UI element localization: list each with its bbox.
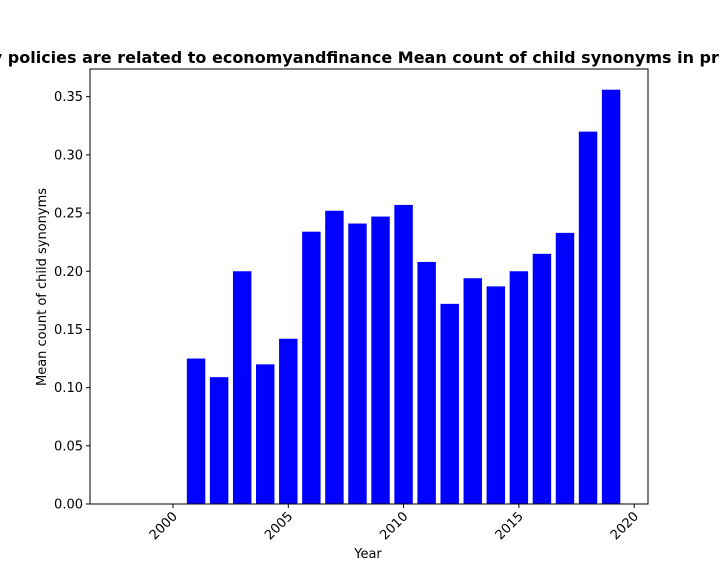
x-axis-label: Year xyxy=(353,547,382,562)
bar-2003 xyxy=(232,271,252,504)
bar-2006 xyxy=(302,231,321,504)
bar-2019 xyxy=(601,89,621,504)
bar-2001 xyxy=(186,358,206,504)
y-axis: 0.00 0.05 0.10 0.15 0.20 0.25 0.30 0.35 xyxy=(54,90,90,513)
bar-2007 xyxy=(325,210,344,504)
x-tick-label: 2000 xyxy=(147,509,181,543)
y-tick-label: 0.25 xyxy=(54,207,83,222)
bar-2015 xyxy=(509,271,529,504)
x-axis: 2000 2005 2010 2015 2020 xyxy=(147,504,642,543)
y-tick-label: 0.10 xyxy=(54,381,83,396)
bar-2013 xyxy=(463,278,482,504)
bar-2008 xyxy=(348,223,367,504)
bar-2016 xyxy=(532,253,552,504)
bar-2017 xyxy=(555,232,575,504)
plot-frame xyxy=(89,68,649,505)
y-tick-label: 0.15 xyxy=(54,323,83,338)
bars-group xyxy=(186,89,621,505)
y-tick-label: 0.00 xyxy=(54,498,83,513)
bar-2012 xyxy=(440,303,459,504)
y-tick-label: 0.30 xyxy=(54,148,83,163)
y-tick-label: 0.35 xyxy=(54,90,83,105)
y-tick-label: 0.05 xyxy=(54,439,83,454)
y-axis-label: Mean count of child synonyms xyxy=(35,188,50,386)
bar-2009 xyxy=(371,216,390,505)
bar-2005 xyxy=(279,338,298,504)
bar-2011 xyxy=(417,261,436,504)
x-tick-label: 2020 xyxy=(608,509,642,543)
x-tick-label: 2005 xyxy=(262,509,296,543)
y-tick-label: 0.20 xyxy=(54,265,83,280)
x-tick-label: 2015 xyxy=(493,509,527,543)
bar-2002 xyxy=(209,377,229,504)
chart-title: Percentage of privacy policies are relat… xyxy=(0,48,720,67)
bar-2010 xyxy=(394,204,413,504)
x-tick-label: 2010 xyxy=(377,509,411,543)
bar-2004 xyxy=(256,364,275,504)
bar-2018 xyxy=(578,131,598,505)
bar-2014 xyxy=(486,286,506,504)
